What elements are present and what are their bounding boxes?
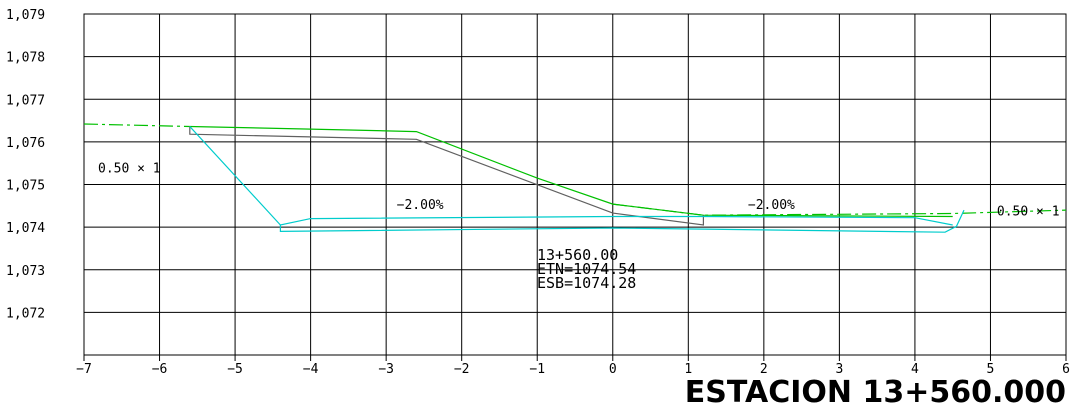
x-tick-label: −3 — [378, 362, 394, 377]
x-tick-label: −5 — [227, 362, 243, 377]
series-line-design-section — [189, 126, 705, 226]
series-line-terrain-right-dashed — [612, 203, 1067, 216]
y-tick-label: 1,076 — [6, 136, 45, 151]
x-tick-label: −2 — [454, 362, 470, 377]
annotation-cross-slope-right: −2.00% — [748, 198, 795, 213]
series-group — [83, 123, 1067, 233]
x-tick-label: 1 — [684, 362, 692, 377]
x-tick-label: −4 — [303, 362, 319, 377]
x-tick-label: 2 — [760, 362, 768, 377]
series-line-terrain-left-dashed — [83, 123, 190, 128]
x-tick-label: −1 — [529, 362, 545, 377]
tick-labels: −7 −6 −5 −4 −3 −2 −1 0 1 2 3 4 5 6 1,072 1,073 1,074 1,07… — [6, 8, 1070, 377]
station-info-line: ETN=1074.54 — [537, 260, 636, 278]
x-tick-label: 0 — [609, 362, 617, 377]
series-line-cut-bottom — [279, 209, 965, 233]
annotation-slope-left: 0.50 × 1 — [98, 162, 161, 177]
x-tick-label: 6 — [1062, 362, 1070, 377]
series-line-terrain-solid — [189, 125, 953, 218]
y-tick-label: 1,077 — [6, 93, 45, 108]
y-tick-label: 1,078 — [6, 51, 45, 66]
y-tick-label: 1,074 — [6, 221, 45, 236]
y-tick-label: 1,073 — [6, 264, 45, 279]
chart-title: ESTACION 13+560.000 — [685, 375, 1066, 407]
y-tick-label: 1,079 — [6, 8, 45, 23]
y-tick-label: 1,075 — [6, 179, 45, 194]
x-tick-label: 3 — [835, 362, 843, 377]
annotation-slope-right: 0.50 × 1 — [997, 205, 1060, 220]
annotation-cross-slope-left: −2.00% — [397, 198, 444, 213]
annotations: 0.50 × 1 −2.00% −2.00% 0.50 × 1 — [98, 162, 1060, 220]
series-line-cut-outline — [189, 126, 953, 226]
x-tick-label: 5 — [987, 362, 995, 377]
y-tick-label: 1,072 — [6, 306, 45, 321]
station-info: 13+560.00 ETN=1074.54 ESB=1074.28 — [537, 246, 636, 292]
grid — [83, 13, 1067, 361]
x-tick-label: 4 — [911, 362, 919, 377]
x-tick-label: −7 — [76, 362, 92, 377]
x-tick-label: −6 — [152, 362, 168, 377]
station-info-line: ESB=1074.28 — [537, 274, 636, 292]
station-info-line: 13+560.00 — [537, 246, 618, 264]
